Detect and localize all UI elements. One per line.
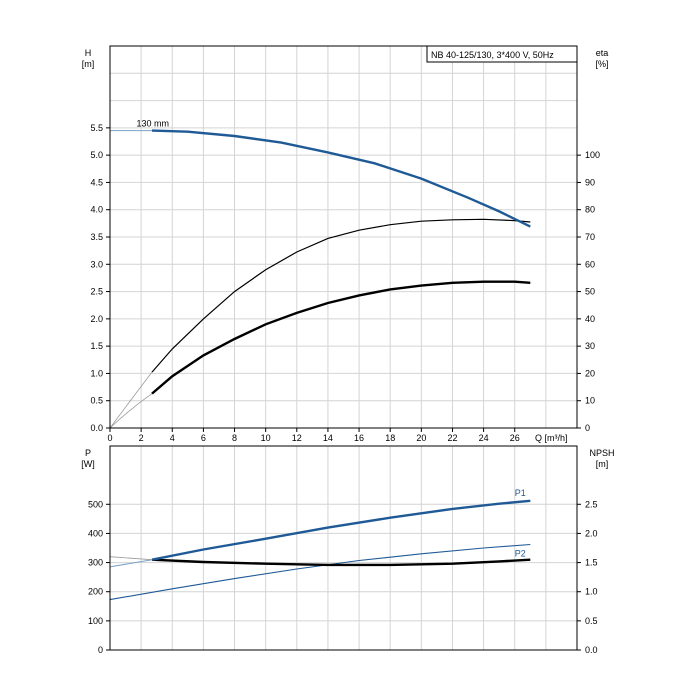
y-right-tick-label: 20 — [585, 368, 595, 378]
p-tick-label: 200 — [88, 587, 103, 597]
y-right-tick-label: 80 — [585, 205, 595, 215]
chart-title: NB 40-125/130, 3*400 V, 50Hz — [431, 50, 554, 60]
x-tick-label: 4 — [170, 433, 175, 443]
npsh-tick-label: 2.5 — [585, 499, 598, 509]
p-tick-label: 0 — [98, 645, 103, 655]
x-tick-label: 8 — [232, 433, 237, 443]
x-axis-label: Q [m³/h] — [535, 433, 568, 443]
top-left-axis-label: H — [85, 48, 92, 58]
npsh-tick-label: 2.0 — [585, 528, 598, 538]
x-tick-label: 24 — [479, 433, 489, 443]
bottom-right-axis-unit: [m] — [596, 459, 609, 469]
top-grid — [109, 46, 577, 429]
x-tick-label: 22 — [447, 433, 457, 443]
bottom-grid — [109, 446, 577, 651]
npsh-tick-label: 0.0 — [585, 645, 598, 655]
npsh-tick-label: 1.5 — [585, 558, 598, 568]
bottom-right-axis-label: NPSH — [589, 448, 614, 458]
npsh-tick-label: 0.5 — [585, 616, 598, 626]
y-right-tick-label: 40 — [585, 314, 595, 324]
y-left-tick-label: 0.5 — [90, 396, 103, 406]
series-label-130mm: 130 mm — [136, 119, 169, 129]
efficiency-curve-extension — [109, 371, 153, 429]
npsh-tick-label: 1.0 — [585, 587, 598, 597]
y-right-tick-label: 30 — [585, 341, 595, 351]
x-tick-label: 26 — [510, 433, 520, 443]
series-label-p1: P1 — [515, 488, 526, 498]
y-left-tick-label: 1.0 — [90, 368, 103, 378]
x-tick-label: 0 — [107, 433, 112, 443]
y-right-tick-label: 60 — [585, 259, 595, 269]
y-right-tick-label: 70 — [585, 232, 595, 242]
y-left-tick-label: 4.5 — [90, 177, 103, 187]
top-left-axis-unit: [m] — [82, 59, 95, 69]
y-right-tick-label: 10 — [585, 396, 595, 406]
top-right-axis-unit: [%] — [595, 59, 608, 69]
x-tick-label: 20 — [416, 433, 426, 443]
y-left-tick-label: 5.0 — [90, 150, 103, 160]
x-tick-label: 10 — [261, 433, 271, 443]
y-left-tick-label: 3.0 — [90, 259, 103, 269]
top-axis-ticks: 0 2 4 6 8 10 12 14 16 18 20 22 24 260.00.51.01.52.02.… — [90, 123, 600, 443]
y-left-tick-label: 3.5 — [90, 232, 103, 242]
npsh-curve-extension — [109, 556, 153, 561]
p-tick-label: 300 — [88, 558, 103, 568]
bottom-left-axis-unit: [W] — [81, 459, 95, 469]
p1-curve-extension — [109, 559, 153, 568]
p-tick-label: 400 — [88, 528, 103, 538]
y-left-tick-label: 4.0 — [90, 205, 103, 215]
efficiency-curve — [151, 218, 531, 373]
y-left-tick-label: 2.0 — [90, 314, 103, 324]
x-tick-label: 2 — [139, 433, 144, 443]
p-tick-label: 500 — [88, 499, 103, 509]
head-curve-130mm — [151, 129, 531, 228]
top-right-axis-label: eta — [596, 48, 609, 58]
y-left-tick-label: 5.5 — [90, 123, 103, 133]
y-right-tick-label: 50 — [585, 287, 595, 297]
x-tick-label: 16 — [354, 433, 364, 443]
y-right-tick-label: 0 — [585, 423, 590, 433]
y-right-tick-label: 100 — [585, 150, 600, 160]
bottom-axis-ticks: 0 100 200 300 400 500 0.0 0.5 1.0 1.5 2.0 2.5 — [88, 499, 598, 655]
y-left-tick-label: 1.5 — [90, 341, 103, 351]
y-left-tick-label: 0.0 — [90, 423, 103, 433]
npsh-curve — [151, 558, 531, 567]
power-p2-head-curve — [151, 280, 531, 395]
bottom-plot-frame — [109, 445, 578, 651]
series-label-p2: P2 — [515, 549, 526, 559]
y-right-tick-label: 90 — [585, 177, 595, 187]
chart-title-box — [426, 45, 578, 63]
x-tick-label: 18 — [385, 433, 395, 443]
bottom-left-axis-label: P — [85, 448, 91, 458]
bottom-series-layer — [109, 499, 531, 601]
p1-curve — [151, 499, 531, 561]
y-left-tick-label: 2.5 — [90, 287, 103, 297]
top-series-layer — [109, 129, 531, 429]
x-tick-label: 14 — [323, 433, 333, 443]
p-tick-label: 100 — [88, 616, 103, 626]
x-tick-label: 6 — [201, 433, 206, 443]
power-curve-extension — [109, 393, 153, 429]
x-tick-label: 12 — [292, 433, 302, 443]
